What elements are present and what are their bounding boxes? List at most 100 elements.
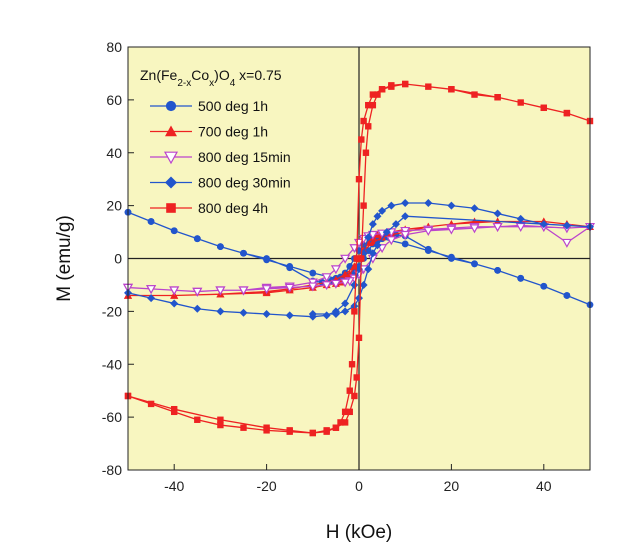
data-point <box>374 91 381 98</box>
data-point <box>238 286 249 296</box>
data-point <box>424 198 433 207</box>
legend-marker <box>165 176 177 189</box>
data-point <box>308 310 317 319</box>
data-point <box>284 283 295 293</box>
data-point <box>146 285 157 295</box>
data-point <box>373 241 382 250</box>
legend-label: 800 deg 15min <box>198 149 291 165</box>
data-point <box>494 94 501 101</box>
data-point <box>330 265 341 275</box>
legend-label: 800 deg 30min <box>198 175 291 191</box>
data-point <box>193 304 202 313</box>
data-point <box>391 220 400 229</box>
data-point <box>332 424 340 431</box>
legend-title: Zn(Fe2-xCox)O4 x=0.75 <box>140 67 282 89</box>
data-point <box>517 99 524 106</box>
data-point <box>364 233 373 242</box>
data-point <box>563 109 571 117</box>
legend-entry: 800 deg 4h <box>150 200 268 216</box>
data-point <box>340 278 351 288</box>
data-point <box>309 429 316 437</box>
data-point <box>330 279 341 289</box>
data-point <box>471 260 478 268</box>
legend: Zn(Fe2-xCox)O4 x=0.75 500 deg 1h 700 deg … <box>140 67 291 216</box>
data-point <box>353 255 360 262</box>
data-point <box>263 255 270 262</box>
y-tick-label: 60 <box>106 92 122 108</box>
data-point <box>378 86 386 93</box>
data-point <box>401 198 410 207</box>
data-point <box>147 294 156 303</box>
data-point <box>423 226 434 236</box>
data-point <box>469 224 480 234</box>
y-tick-label: 40 <box>106 145 122 161</box>
legend-marker <box>166 203 176 213</box>
data-point <box>323 427 330 434</box>
data-point <box>351 392 358 400</box>
data-point <box>494 266 501 274</box>
data-point <box>194 416 201 423</box>
data-point <box>170 227 178 235</box>
data-point <box>192 287 203 297</box>
data-point <box>359 280 368 289</box>
data-point <box>540 104 547 112</box>
data-point <box>447 201 456 210</box>
data-point <box>340 254 351 264</box>
legend-marker <box>165 100 177 112</box>
data-point <box>286 427 293 434</box>
data-point <box>285 311 294 320</box>
x-tick-label: -40 <box>164 478 184 494</box>
data-point <box>424 247 432 254</box>
data-point <box>400 230 411 240</box>
data-point <box>341 419 349 426</box>
x-tick-label: 0 <box>355 478 363 494</box>
data-point <box>263 424 270 431</box>
data-point <box>425 83 432 90</box>
data-point <box>540 282 548 290</box>
data-point <box>358 136 365 143</box>
data-point <box>355 334 363 342</box>
data-point <box>348 361 356 368</box>
data-point <box>331 310 340 319</box>
data-point <box>286 264 294 272</box>
y-tick-label: -40 <box>102 356 122 372</box>
y-tick-label: -60 <box>102 409 122 425</box>
data-point <box>262 310 271 319</box>
data-point <box>341 299 350 308</box>
data-point <box>368 249 377 258</box>
data-point <box>373 212 382 221</box>
data-point <box>446 225 457 235</box>
data-point <box>369 91 377 98</box>
legend-label: 700 deg 1h <box>198 124 268 140</box>
legend-label: 500 deg 1h <box>198 98 268 114</box>
data-point <box>341 408 349 416</box>
data-point <box>365 101 372 109</box>
data-point <box>516 214 525 223</box>
x-tick-label: -20 <box>256 478 276 494</box>
data-point <box>448 86 455 93</box>
data-point <box>239 308 248 317</box>
legend-entry: 800 deg 30min <box>150 175 291 191</box>
legend-entry: 500 deg 1h <box>150 98 268 114</box>
data-point <box>216 307 225 316</box>
y-tick-label: 20 <box>106 198 122 214</box>
data-point <box>358 255 365 262</box>
data-point <box>322 311 331 320</box>
data-point <box>147 218 155 225</box>
series-layer <box>122 80 596 437</box>
data-point <box>309 269 317 277</box>
legend-label: 800 deg 4h <box>198 200 268 216</box>
data-point <box>563 292 571 299</box>
data-point <box>147 400 155 408</box>
data-point <box>401 212 410 221</box>
data-point <box>215 286 226 296</box>
data-point <box>387 201 396 210</box>
data-point <box>365 123 372 130</box>
data-point <box>517 274 525 282</box>
data-point <box>240 249 247 257</box>
data-point <box>562 221 571 230</box>
data-point <box>471 91 478 98</box>
data-point <box>261 285 272 295</box>
y-tick-label: 0 <box>114 251 122 267</box>
